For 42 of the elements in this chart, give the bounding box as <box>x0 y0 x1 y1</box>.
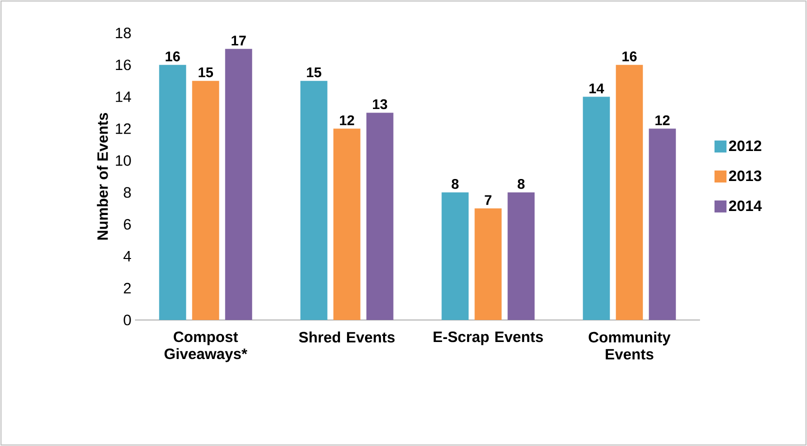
data-label: 15 <box>198 68 214 78</box>
bar <box>159 64 186 320</box>
y-tick-label: 0 <box>124 314 131 326</box>
y-tick-label: 12 <box>116 123 131 134</box>
y-tick-label: 16 <box>116 60 131 70</box>
legend-label: 2012 <box>729 140 762 152</box>
data-label: 13 <box>372 99 388 110</box>
data-label: 12 <box>340 115 354 126</box>
data-label: 8 <box>452 178 459 189</box>
data-label: 16 <box>166 51 180 62</box>
y-tick-label: 18 <box>116 28 131 38</box>
y-tick-label: 14 <box>116 92 132 102</box>
y-tick-label: 4 <box>123 251 132 262</box>
bar <box>333 128 360 320</box>
y-axis-title: Number of Events <box>96 112 108 240</box>
x-tick-label: Compost Giveaways* <box>164 332 248 362</box>
bar <box>366 112 394 320</box>
y-tick-label: 2 <box>124 282 131 294</box>
legend-label: 2014 <box>729 200 762 212</box>
bar <box>648 128 676 320</box>
bar <box>225 48 252 320</box>
y-tick-label: 10 <box>116 155 131 166</box>
bar <box>442 192 469 320</box>
data-label: 8 <box>518 178 525 189</box>
bar <box>474 208 502 320</box>
data-label: 7 <box>484 195 492 205</box>
data-label: 16 <box>622 51 637 62</box>
data-label: 17 <box>232 36 246 46</box>
bar <box>508 192 535 320</box>
data-label: 14 <box>589 84 604 94</box>
bar <box>582 96 610 320</box>
x-tick-label: Shred Events <box>298 332 395 343</box>
x-tick-label: E-Scrap Events <box>434 332 543 346</box>
y-tick-label: 8 <box>124 187 131 198</box>
bar <box>616 64 643 320</box>
bar <box>300 80 328 320</box>
data-label: 15 <box>306 68 322 78</box>
x-tick-label: Community Events <box>588 332 671 360</box>
data-label: 12 <box>655 115 670 126</box>
y-tick-label: 6 <box>124 219 131 230</box>
bar <box>192 80 220 320</box>
legend-label: 2013 <box>729 170 762 182</box>
